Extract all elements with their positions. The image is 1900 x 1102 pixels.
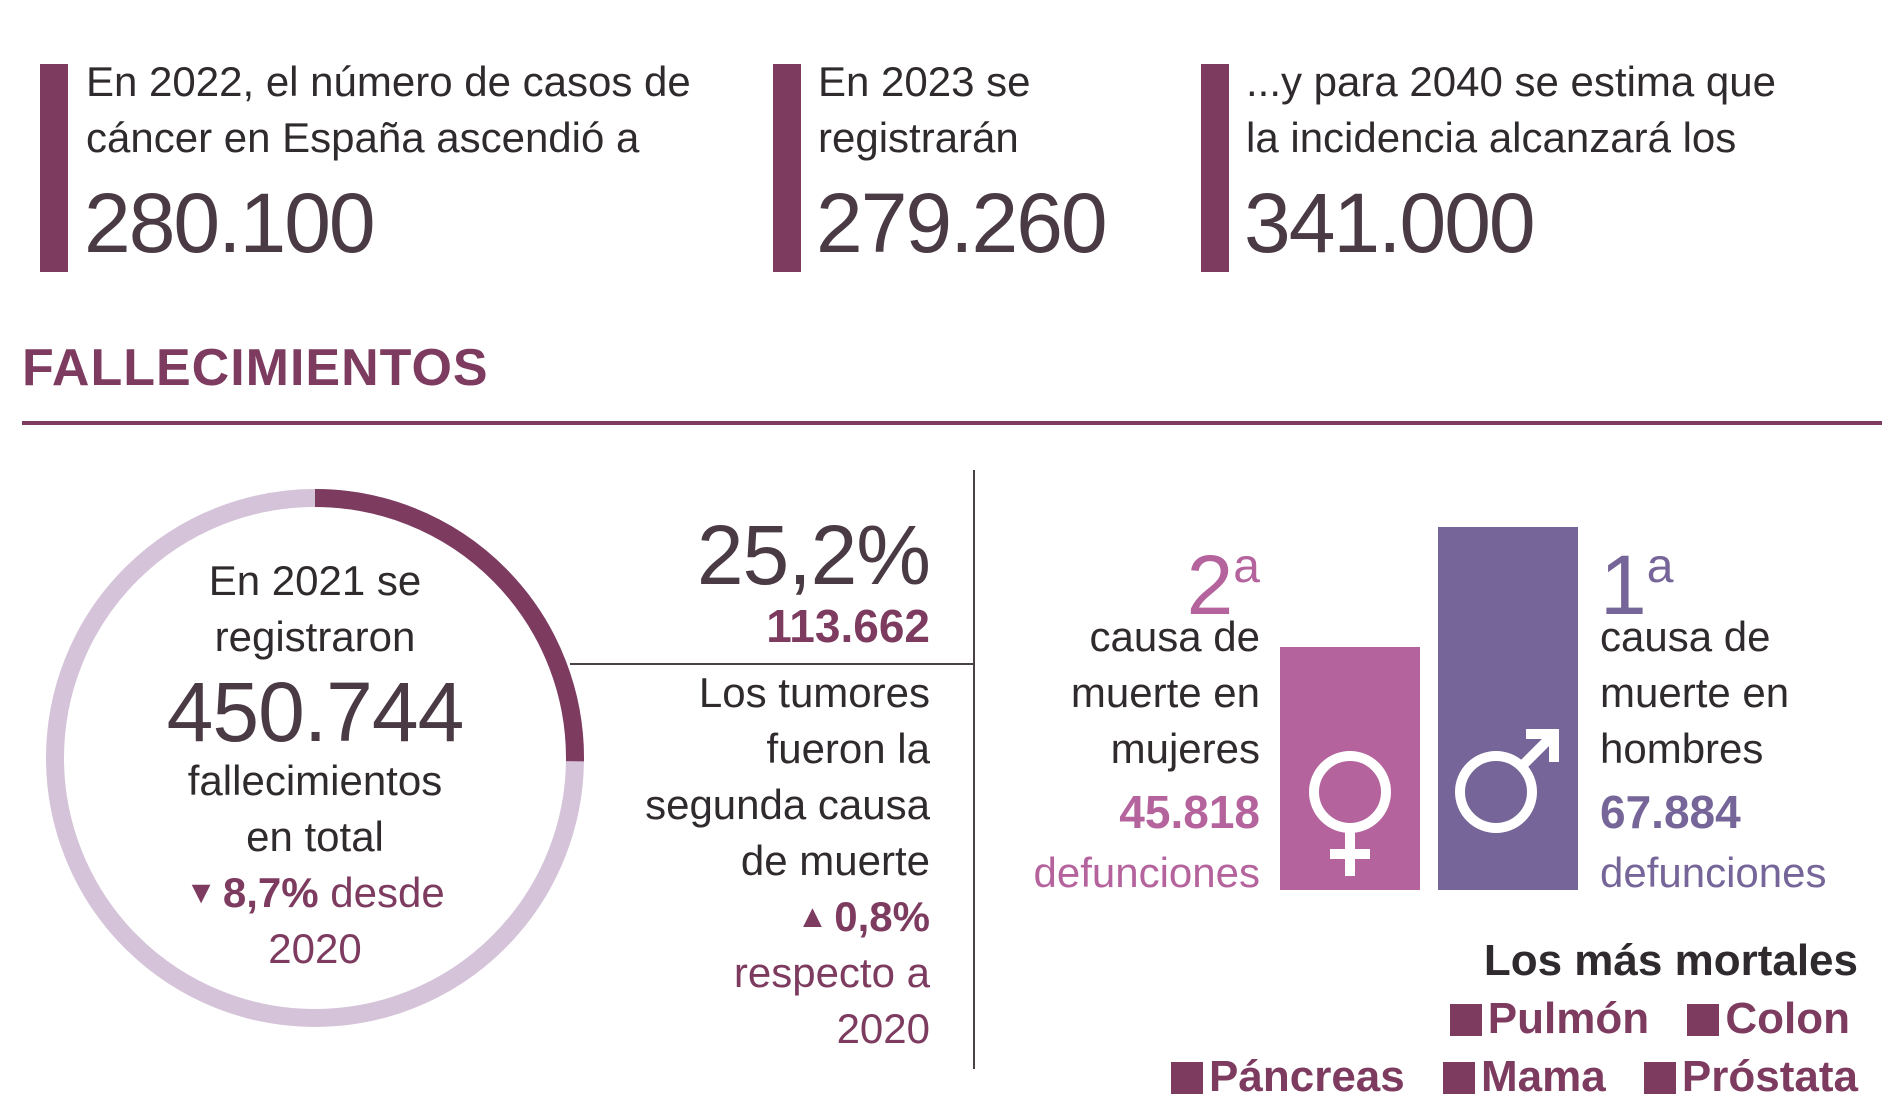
donut-share-arc — [314, 489, 584, 762]
women-rank-number: 2 — [1186, 538, 1234, 632]
donut-line-1: En 2021 se — [208, 557, 422, 604]
legend-row-2: Páncreas Mama Próstata — [1145, 1052, 1858, 1102]
legend-item: Mama — [1442, 1052, 1606, 1102]
deaths-donut-chart — [46, 489, 584, 1027]
up-arrow-icon: ▲ — [796, 898, 829, 934]
stat-2-line-2: registrarán — [818, 114, 1019, 161]
section-divider — [22, 421, 1882, 425]
stat-1-line-2: cáncer en España ascendió a — [86, 114, 640, 161]
men-count: 67.884 — [1600, 786, 1741, 838]
legend-swatch — [1171, 1062, 1204, 1094]
donut-change: ▼ 8,7% desde — [115, 864, 515, 921]
female-symbol-icon — [1309, 751, 1391, 876]
stat-1-line-1: En 2022, el número de casos de — [86, 58, 691, 105]
down-arrow-icon: ▼ — [185, 874, 217, 910]
legend-item: Páncreas — [1171, 1052, 1405, 1102]
stat-3-line-1: ...y para 2040 se estima que — [1246, 58, 1776, 105]
stat-accent-bar — [40, 64, 68, 272]
legend-title: Los más mortales — [1483, 936, 1858, 985]
men-line-2: muerte en — [1600, 669, 1790, 716]
donut-change-value: 8,7% — [222, 869, 319, 916]
tumors-line-4: de muerte — [740, 837, 930, 884]
stat-2-line-1: En 2023 se — [818, 58, 1031, 105]
donut-line-2: registraron — [214, 613, 416, 660]
tumors-line-1: Los tumores — [698, 669, 930, 716]
legend-label: Mama — [1480, 1052, 1606, 1101]
donut-line-4: en total — [246, 813, 384, 860]
men-bar — [1438, 527, 1578, 890]
section-title: FALLECIMIENTOS — [22, 339, 489, 397]
tumors-line-2: fueron la — [766, 725, 930, 772]
women-bar — [1280, 647, 1420, 890]
women-line-3: mujeres — [1110, 725, 1260, 772]
men-rank-number: 1 — [1600, 538, 1647, 632]
legend-swatch — [1687, 1004, 1720, 1036]
tumors-line-5: respecto a — [733, 949, 930, 996]
legend-item: Colon — [1687, 994, 1850, 1044]
tumors-change-value: 0,8% — [834, 893, 930, 940]
legend-row-1: Pulmón Colon — [1424, 994, 1850, 1044]
tumors-change: ▲ 0,8% — [797, 888, 930, 945]
women-rank: 2a — [1187, 522, 1260, 630]
women-count: 45.818 — [1119, 786, 1260, 838]
men-line-3: hombres — [1600, 725, 1764, 772]
gender-bars-area — [1280, 527, 1580, 890]
tumors-line-3: segunda causa — [645, 781, 930, 828]
legend-item: Próstata — [1643, 1052, 1858, 1102]
male-symbol-icon — [1455, 729, 1559, 833]
men-rank-suffix: a — [1646, 540, 1674, 593]
tumors-line-6: 2020 — [836, 1005, 930, 1052]
legend-label: Pulmón — [1487, 994, 1650, 1043]
legend-label: Colon — [1725, 994, 1850, 1043]
stat-3-line-2: la incidencia alcanzará los — [1246, 114, 1737, 161]
stat-accent-bar — [1201, 64, 1229, 272]
legend-item: Pulmón — [1449, 994, 1650, 1044]
donut-total-number: 450.744 — [166, 665, 465, 759]
legend-label: Próstata — [1681, 1052, 1858, 1101]
stat-3-number: 341.000 — [1244, 176, 1536, 270]
tumors-divider — [570, 663, 974, 665]
tumors-percent: 25,2% — [696, 508, 931, 602]
stat-accent-bar — [773, 64, 801, 272]
donut-year: 2020 — [268, 925, 362, 972]
donut-change-rest: desde — [318, 869, 445, 916]
stat-2-number: 279.260 — [816, 176, 1108, 270]
men-rank: 1a — [1600, 522, 1673, 630]
women-line-2: muerte en — [1070, 669, 1260, 716]
men-line-1: causa de — [1600, 613, 1771, 660]
legend-swatch — [1449, 1004, 1482, 1036]
legend-label: Páncreas — [1209, 1052, 1405, 1101]
stat-1-number: 280.100 — [84, 176, 376, 270]
men-unit: defunciones — [1600, 849, 1827, 896]
donut-line-3: fallecimientos — [187, 757, 443, 804]
women-rank-suffix: a — [1233, 540, 1260, 593]
column-divider — [973, 470, 975, 1069]
women-line-1: causa de — [1089, 613, 1260, 660]
legend-swatch — [1643, 1062, 1676, 1094]
tumors-count: 113.662 — [766, 600, 930, 652]
women-unit: defunciones — [1033, 849, 1260, 896]
legend-swatch — [1442, 1062, 1475, 1094]
